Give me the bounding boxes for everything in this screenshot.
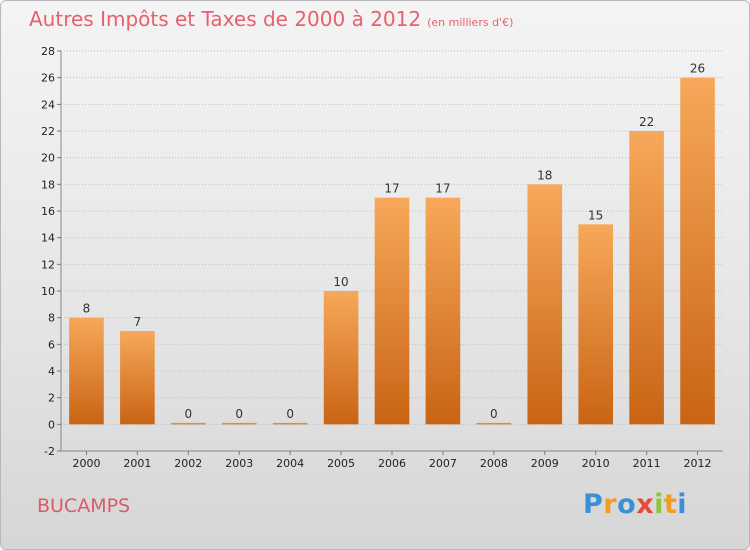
y-tick-label: 4 — [48, 365, 55, 378]
data-label-2011: 22 — [639, 115, 654, 129]
commune-name: BUCAMPS — [37, 495, 131, 517]
x-tick-label: 2005 — [327, 457, 355, 470]
proxiti-logo: Proxiti — [583, 489, 687, 520]
logo-letter: i — [654, 489, 664, 520]
data-label-2005: 10 — [333, 275, 348, 289]
bar-2006 — [374, 197, 410, 425]
x-tick-label: 2011 — [633, 457, 661, 470]
bar-2010 — [578, 224, 614, 425]
x-tick-label: 2012 — [684, 457, 712, 470]
bar-2003 — [221, 422, 257, 425]
x-tick-label: 2000 — [72, 457, 100, 470]
data-label-2007: 17 — [435, 182, 450, 196]
y-tick-label: 8 — [48, 312, 55, 325]
y-tick-label: 20 — [41, 152, 55, 165]
x-tick-label: 2001 — [123, 457, 151, 470]
chart-subtitle: (en milliers d'€) — [427, 16, 514, 29]
x-tick-label: 2006 — [378, 457, 406, 470]
logo-letter: t — [663, 489, 678, 520]
data-label-2002: 0 — [184, 407, 192, 421]
bar-2008 — [476, 422, 512, 425]
logo-letter: r — [603, 489, 618, 520]
bar-2005 — [323, 291, 359, 425]
chart-title: Autres Impôts et Taxes de 2000 à 2012 — [29, 7, 422, 31]
y-tick-label: 18 — [41, 178, 55, 191]
data-label-2001: 7 — [134, 315, 142, 329]
data-label-2012: 26 — [690, 62, 705, 76]
y-tick-label: 28 — [41, 45, 55, 58]
bar-2007 — [425, 197, 461, 425]
x-tick-label: 2010 — [582, 457, 610, 470]
data-label-2009: 18 — [537, 168, 552, 182]
x-tick-label: 2004 — [276, 457, 304, 470]
bar-2009 — [527, 184, 563, 425]
data-label-2003: 0 — [235, 407, 243, 421]
y-tick-label: 22 — [41, 125, 55, 138]
x-tick-label: 2007 — [429, 457, 457, 470]
bar-2001 — [120, 331, 155, 425]
y-tick-label: 2 — [48, 392, 55, 405]
y-tick-label: 14 — [41, 232, 55, 245]
y-tick-label: 24 — [41, 98, 55, 111]
y-tick-label: 6 — [48, 338, 55, 351]
bar-2012 — [680, 77, 715, 425]
data-label-2000: 8 — [83, 302, 91, 316]
logo-letter: o — [617, 489, 637, 520]
x-tick-label: 2002 — [174, 457, 202, 470]
y-tick-label: 12 — [41, 258, 55, 271]
data-label-2004: 0 — [286, 407, 294, 421]
logo-letter: i — [677, 489, 688, 520]
y-tick-label: 10 — [41, 285, 55, 298]
x-tick-label: 2009 — [531, 457, 559, 470]
x-tick-label: 2008 — [480, 457, 508, 470]
y-tick-label: -2 — [44, 445, 55, 458]
chart-title-block: Autres Impôts et Taxes de 2000 à 2012 (en… — [29, 7, 513, 31]
bar-2000 — [69, 317, 104, 425]
data-label-2010: 15 — [588, 208, 603, 222]
bar-2002 — [170, 422, 206, 425]
y-tick-label: 0 — [48, 418, 55, 431]
y-tick-label: 26 — [41, 72, 55, 85]
x-tick-label: 2003 — [225, 457, 253, 470]
bar-2004 — [272, 422, 308, 425]
bar-2011 — [629, 131, 664, 425]
data-label-2006: 17 — [384, 182, 399, 196]
logo-letter: x — [636, 489, 655, 520]
data-label-2008: 0 — [490, 407, 498, 421]
y-tick-label: 16 — [41, 205, 55, 218]
logo-letter: P — [583, 489, 604, 520]
